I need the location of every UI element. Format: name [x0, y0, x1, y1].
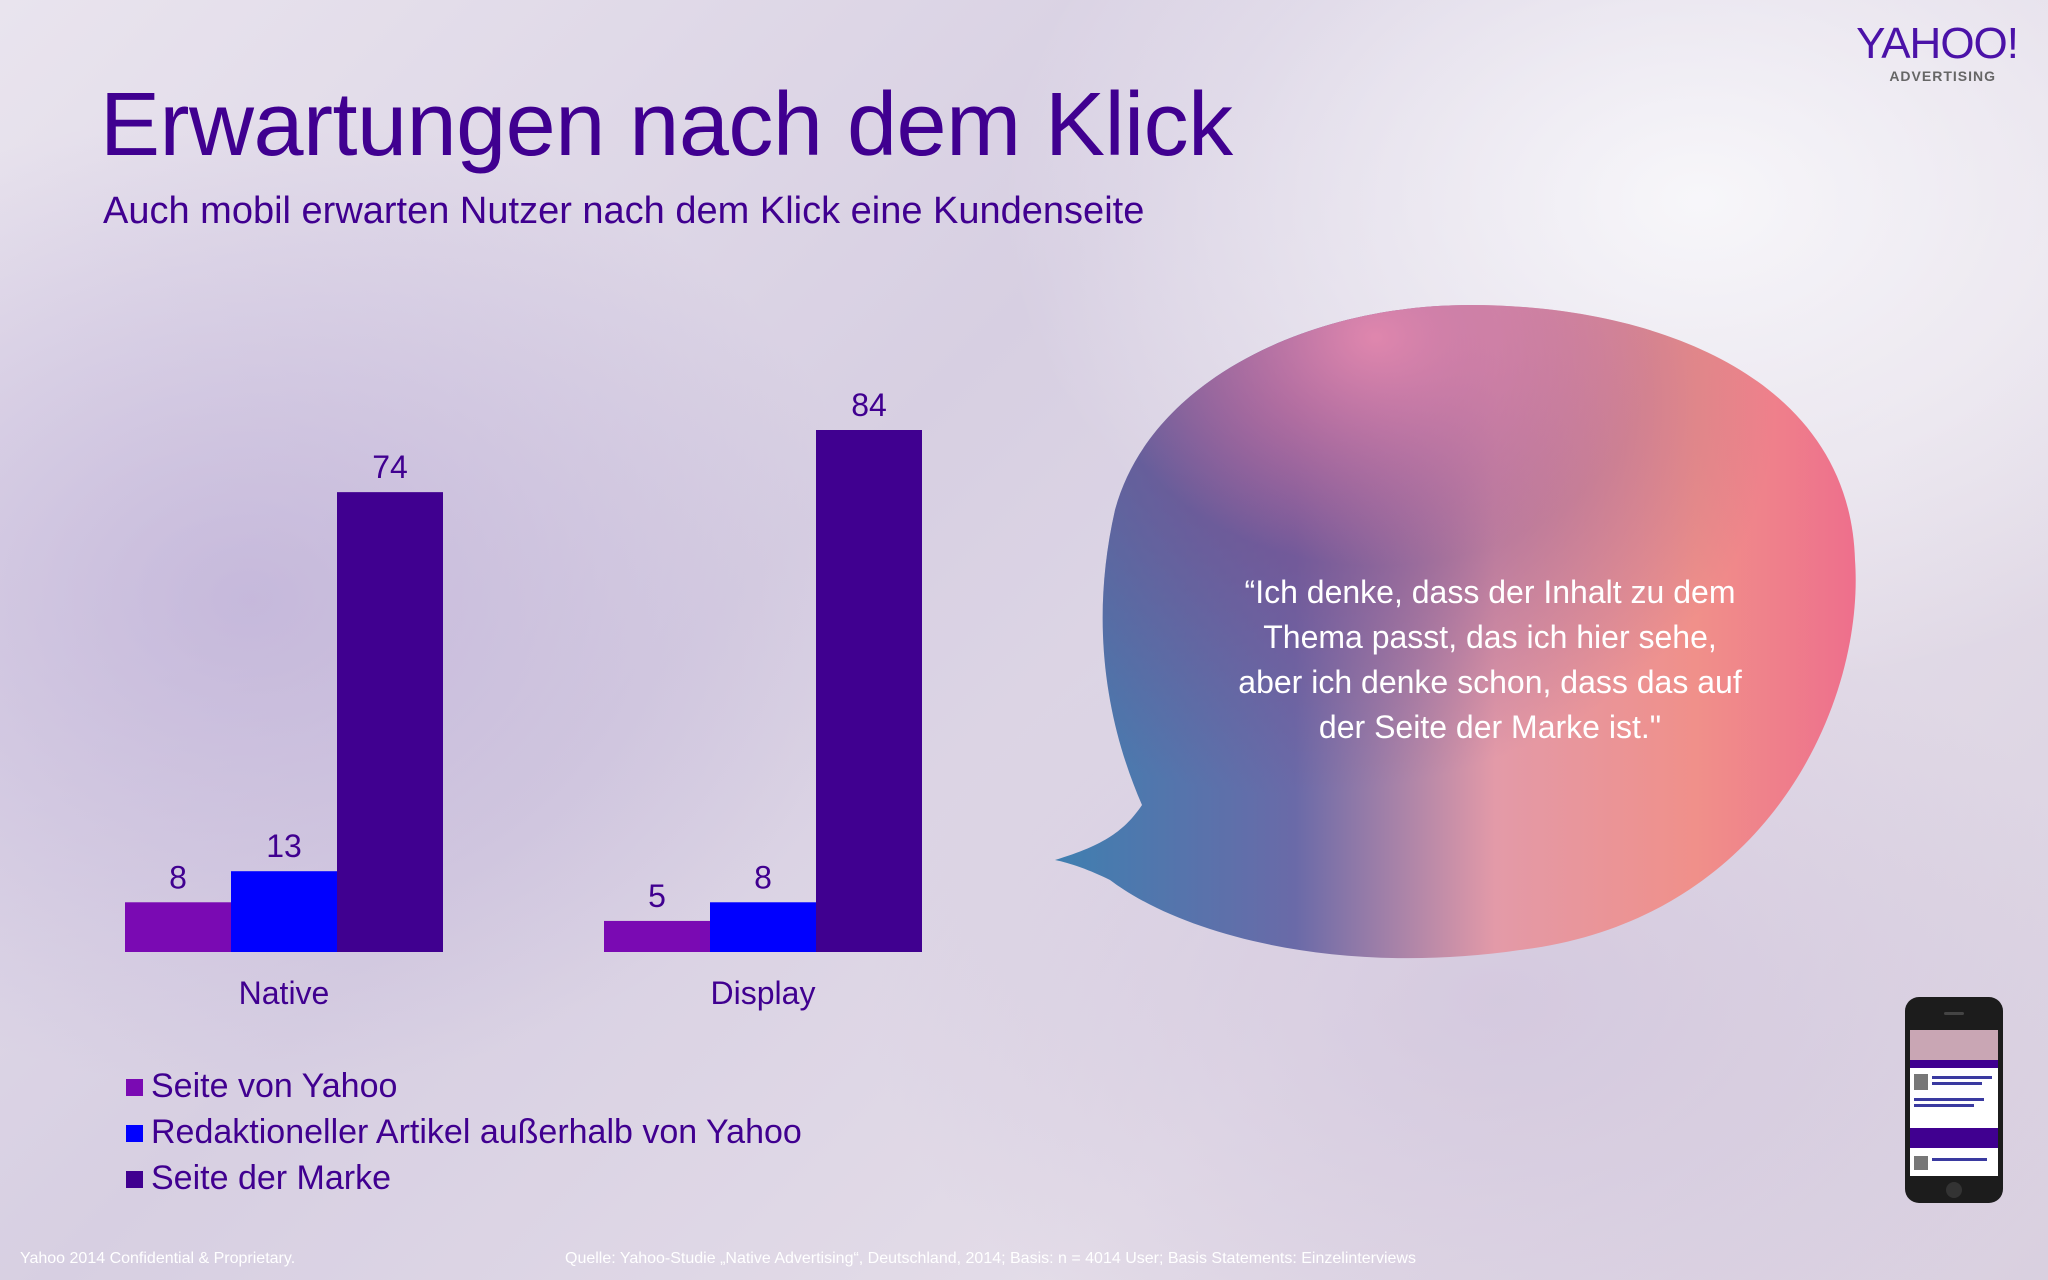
bar	[125, 902, 231, 952]
bar-chart: 8 13 74 Native 5 8 84 Display	[125, 387, 922, 1011]
legend-item: Seite der Marke	[126, 1155, 802, 1201]
bar	[337, 492, 443, 952]
data-label: 13	[266, 828, 302, 864]
chart-legend: Seite von Yahoo Redaktioneller Artikel a…	[126, 1063, 802, 1201]
speech-bubble	[1055, 305, 1856, 959]
legend-swatch	[126, 1171, 143, 1188]
legend-item: Redaktioneller Artikel außerhalb von Yah…	[126, 1109, 802, 1155]
category-label: Native	[239, 975, 330, 1011]
page-title: Erwartungen nach dem Klick	[100, 75, 1233, 175]
bar	[816, 430, 922, 952]
legend-item: Seite von Yahoo	[126, 1063, 802, 1109]
legend-label: Redaktioneller Artikel außerhalb von Yah…	[151, 1112, 802, 1151]
legend-label: Seite der Marke	[151, 1158, 391, 1197]
bar	[604, 920, 710, 952]
category-label: Display	[711, 975, 816, 1011]
footer-confidential: Yahoo 2014 Confidential & Proprietary.	[20, 1250, 296, 1267]
data-label: 74	[372, 449, 408, 485]
logo-subtitle: ADVERTISING	[1889, 68, 1996, 84]
smartphone-icon	[1905, 997, 2003, 1203]
quote-line: Thema passt, das ich hier sehe,	[1263, 619, 1717, 655]
quote-text: “Ich denke, dass der Inhalt zu dem Thema…	[1190, 570, 1790, 750]
legend-label: Seite von Yahoo	[151, 1066, 398, 1105]
data-label: 84	[851, 387, 887, 423]
page-subtitle: Auch mobil erwarten Nutzer nach dem Klic…	[103, 190, 1145, 232]
bar	[231, 871, 337, 952]
quote-line: aber ich denke schon, dass das auf	[1238, 664, 1742, 700]
logo-wordmark: YAHOO!	[1856, 19, 2019, 68]
quote-line: der Seite der Marke ist."	[1318, 709, 1662, 745]
data-label: 8	[169, 859, 187, 895]
legend-swatch	[126, 1125, 143, 1142]
data-label: 5	[648, 878, 666, 914]
legend-swatch	[126, 1079, 143, 1096]
footer-source: Quelle: Yahoo-Studie „Native Advertising…	[565, 1250, 1416, 1267]
quote-line: “Ich denke, dass der Inhalt zu dem	[1244, 574, 1736, 610]
data-label: 8	[754, 859, 772, 895]
bar	[710, 902, 816, 952]
yahoo-logo: YAHOO! ADVERTISING	[1856, 19, 2019, 85]
